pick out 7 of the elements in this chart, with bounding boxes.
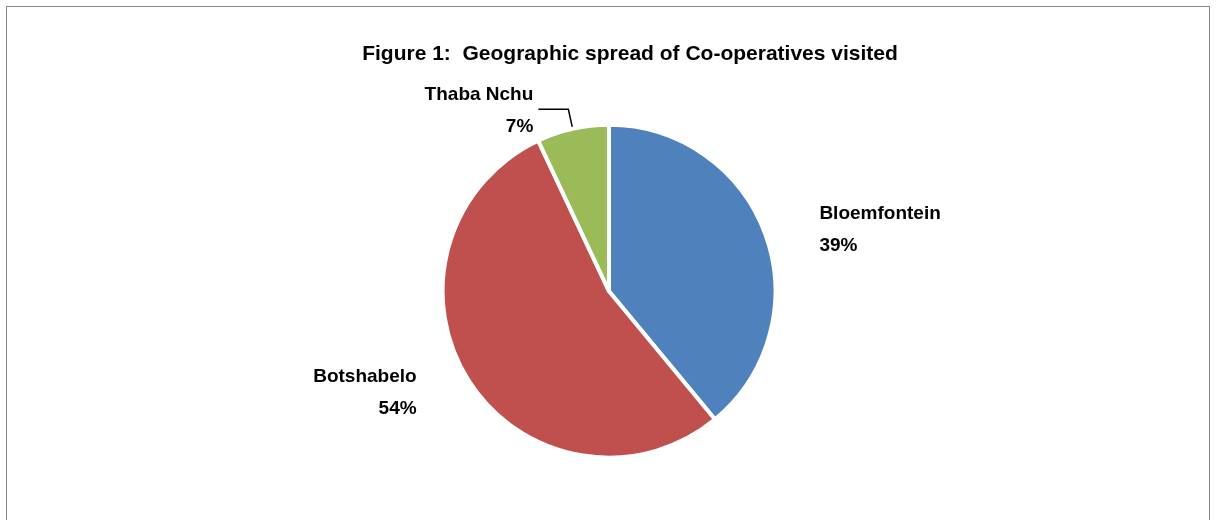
- slice-label: Bloemfontein: [819, 201, 941, 223]
- data-label: 7%: [505, 114, 534, 136]
- data-label: 39%: [819, 233, 858, 255]
- chart-title: Figure 1: Geographic spread of Co-operatives visited: [362, 41, 898, 64]
- data-label: 54%: [378, 396, 417, 418]
- slice-label: Thaba Nchu: [424, 82, 534, 104]
- slice-label: Botshabelo: [313, 364, 417, 386]
